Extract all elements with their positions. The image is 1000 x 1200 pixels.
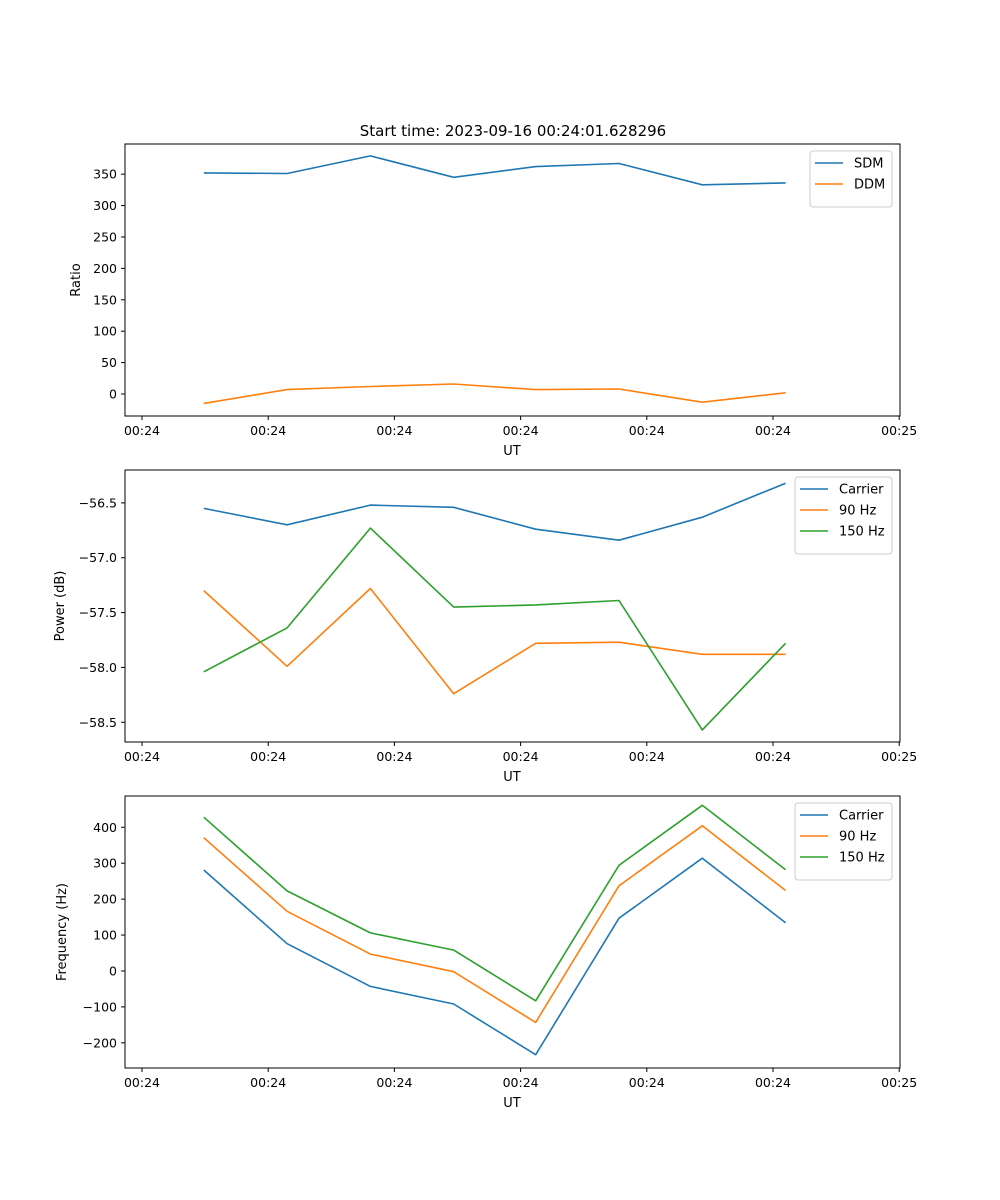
y-tick-label: −56.5 <box>79 495 117 510</box>
series-line-carrier <box>203 857 787 1056</box>
x-tick-label: 00:24 <box>503 1075 539 1090</box>
legend-label-ddm: DDM <box>854 178 885 193</box>
legend-label-150-hz: 150 Hz <box>839 851 885 866</box>
y-tick-label: −200 <box>83 1035 117 1050</box>
y-tick-label: 0 <box>109 387 117 402</box>
y-tick-label: −58.0 <box>79 660 117 675</box>
y-tick-label: 200 <box>93 892 117 907</box>
series-line-90-hz <box>203 587 786 695</box>
x-tick-label: 00:24 <box>376 423 412 438</box>
y-tick-label: 350 <box>93 167 117 182</box>
y-tick-label: −57.5 <box>79 605 117 620</box>
x-tick-label: 00:25 <box>881 423 917 438</box>
legend: SDM DDM <box>809 150 893 208</box>
x-tick-label: 00:24 <box>503 749 539 764</box>
legend-label-carrier: Carrier <box>839 483 884 498</box>
series-line-150-hz <box>203 527 787 731</box>
y-tick-label: −58.5 <box>79 715 117 730</box>
y-axis-label: Ratio <box>69 263 84 296</box>
x-tick-label: 00:24 <box>124 423 160 438</box>
x-tick-label: 00:24 <box>124 749 160 764</box>
legend-label-carrier: Carrier <box>839 809 884 824</box>
x-tick-label: 00:24 <box>250 423 286 438</box>
series-line-carrier <box>203 482 786 542</box>
y-tick-label: 200 <box>93 261 117 276</box>
legend-box <box>794 802 893 881</box>
y-tick-label: 100 <box>93 928 117 943</box>
x-tick-label: 00:25 <box>881 1075 917 1090</box>
frequency-panel: 00:24 00:24 00:24 00:24 00:24 00:24 00:25 400 30… <box>55 795 917 1111</box>
x-axis-label: UT <box>503 444 521 459</box>
y-axis-label: Frequency (Hz) <box>55 883 70 981</box>
x-tick-label: 00:24 <box>629 423 665 438</box>
legend-label-150-hz: 150 Hz <box>839 525 885 540</box>
y-tick-label: 400 <box>93 820 117 835</box>
x-tick-label: 00:24 <box>755 1075 791 1090</box>
y-tick-label: −100 <box>83 999 117 1014</box>
legend-label-90-hz: 90 Hz <box>839 504 876 519</box>
y-tick-label: 100 <box>93 324 117 339</box>
ratio-panel: 00:24 00:24 00:24 00:24 00:24 00:24 00:25 350 30… <box>69 143 917 459</box>
legend-box <box>809 150 893 208</box>
y-tick-label: 300 <box>93 856 117 871</box>
y-tick-label: 300 <box>93 198 117 213</box>
x-tick-label: 00:24 <box>124 1075 160 1090</box>
x-tick-label: 00:24 <box>376 1075 412 1090</box>
y-tick-label: 150 <box>93 292 117 307</box>
y-tick-label: 50 <box>101 355 117 370</box>
legend-label-sdm: SDM <box>854 157 883 172</box>
power-panel: 00:24 00:24 00:24 00:24 00:24 00:24 00:25 −56.5… <box>53 469 917 785</box>
x-tick-label: 00:24 <box>755 749 791 764</box>
x-axis-label: UT <box>503 1096 521 1111</box>
x-tick-label: 00:24 <box>755 423 791 438</box>
y-tick-label: −57.0 <box>79 550 117 565</box>
y-axis-label: Power (dB) <box>53 571 68 642</box>
x-axis-label: UT <box>503 770 521 785</box>
axes-frame <box>124 795 901 1069</box>
legend: Carrier 90 Hz 150 Hz <box>794 476 893 555</box>
series-line-sdm <box>203 155 786 186</box>
legend-box <box>794 476 893 555</box>
y-tick-label: 250 <box>93 229 117 244</box>
x-tick-label: 00:24 <box>503 423 539 438</box>
y-tick-label: 0 <box>109 963 117 978</box>
figure-title: Start time: 2023-09-16 00:24:01.628296 <box>360 122 666 140</box>
axes-frame <box>124 143 901 417</box>
x-tick-label: 00:24 <box>376 749 412 764</box>
axes-frame <box>124 469 901 743</box>
series-line-150-hz <box>203 804 787 1002</box>
x-tick-label: 00:24 <box>629 1075 665 1090</box>
x-tick-label: 00:25 <box>881 749 917 764</box>
series-line-90-hz <box>203 824 787 1024</box>
x-tick-label: 00:24 <box>629 749 665 764</box>
x-tick-label: 00:24 <box>250 749 286 764</box>
legend: Carrier 90 Hz 150 Hz <box>794 802 893 881</box>
series-line-ddm <box>203 383 786 405</box>
legend-label-90-hz: 90 Hz <box>839 830 876 845</box>
x-tick-label: 00:24 <box>250 1075 286 1090</box>
